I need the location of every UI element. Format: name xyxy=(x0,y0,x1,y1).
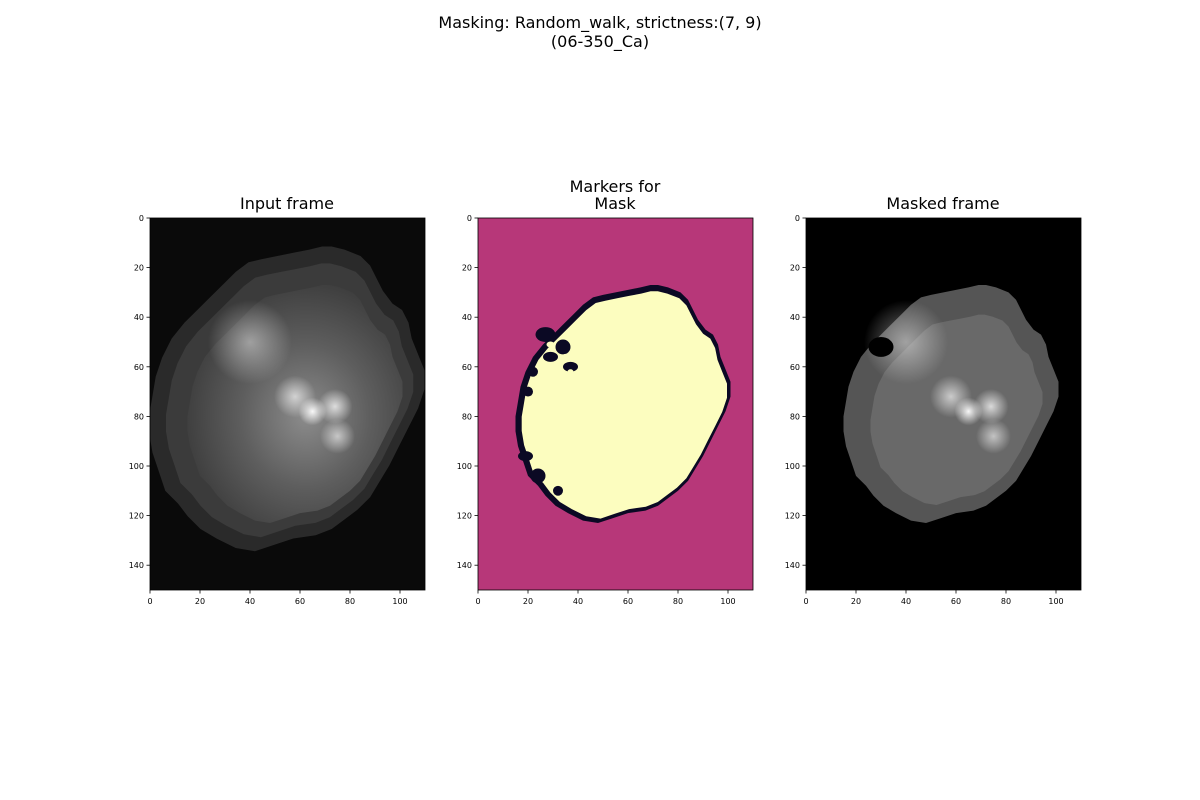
marker-boundary-speckle xyxy=(555,339,571,355)
axis-ticks-input: 0 20 40 60 80 100 0 20 40 60 80 100 120 140 xyxy=(129,214,408,606)
panel-title-markers-line-1: Markers for xyxy=(570,177,661,196)
marker-boundary-speckle xyxy=(563,361,578,372)
axes-frame-input xyxy=(149,217,426,591)
y-tick-label: 60 xyxy=(790,363,800,372)
panel-title-input-frame: Input frame xyxy=(240,194,334,213)
y-tick-label: 100 xyxy=(457,462,472,471)
x-tick-label: 80 xyxy=(673,597,683,606)
y-tick-label: 20 xyxy=(790,264,800,273)
x-tick-label: 60 xyxy=(951,597,961,606)
x-tick-label: 20 xyxy=(195,597,205,606)
y-tick-label: 80 xyxy=(790,412,800,421)
y-tick-label: 0 xyxy=(795,214,800,223)
marker-boundary-speckle xyxy=(528,366,538,377)
axes-frame-markers xyxy=(477,217,754,591)
axes-frame-masked xyxy=(805,217,1082,591)
x-tick-label: 40 xyxy=(901,597,911,606)
masked-notch xyxy=(868,337,894,357)
y-tick-label: 20 xyxy=(462,264,472,273)
panel-title-masked-frame: Masked frame xyxy=(886,194,999,213)
marker-foreground-speckle xyxy=(562,353,569,360)
x-tick-label: 60 xyxy=(295,597,305,606)
bright-spot xyxy=(274,375,316,418)
marker-boundary-speckle xyxy=(530,468,546,484)
marker-boundary-speckle xyxy=(523,386,533,397)
masked-bright-spot xyxy=(976,418,1011,454)
marker-foreground-region xyxy=(521,291,727,519)
y-tick-label: 120 xyxy=(457,512,472,521)
masked-bright-spot xyxy=(973,388,1009,424)
y-tick-label: 0 xyxy=(467,214,472,223)
y-tick-label: 60 xyxy=(462,363,472,372)
y-tick-label: 100 xyxy=(785,462,800,471)
x-tick-label: 0 xyxy=(803,597,808,606)
y-tick-label: 140 xyxy=(129,561,144,570)
x-tick-label: 20 xyxy=(523,597,533,606)
marker-boundary-speckle xyxy=(553,485,563,496)
panel-input-frame: Input frame 0 20 40 60 80 100 0 20 40 60 80 100 120 1… xyxy=(129,194,426,606)
x-tick-label: 0 xyxy=(475,597,480,606)
panel-masked-frame: Masked frame 0 20 40 60 80 100 0 20 40 60 80 100 120… xyxy=(785,194,1082,606)
marker-boundary-speckle xyxy=(518,451,533,462)
panel-markers: Markers for Mask 0 20 40 60 80 100 0 20 40 60 80 10… xyxy=(457,177,754,606)
figure-suptitle-line-2: (06-350_Ca) xyxy=(551,32,649,52)
x-tick-label: 100 xyxy=(720,597,735,606)
x-tick-label: 40 xyxy=(573,597,583,606)
y-tick-label: 140 xyxy=(785,561,800,570)
x-tick-label: 80 xyxy=(1001,597,1011,606)
x-tick-label: 60 xyxy=(623,597,633,606)
x-tick-label: 40 xyxy=(245,597,255,606)
axis-ticks-masked: 0 20 40 60 80 100 0 20 40 60 80 100 120 140 xyxy=(785,214,1064,606)
panel-title-markers-line-2: Mask xyxy=(594,194,636,213)
y-tick-label: 40 xyxy=(790,313,800,322)
bright-spot xyxy=(320,418,355,454)
masked-bright-spot xyxy=(930,375,972,418)
x-tick-label: 0 xyxy=(147,597,152,606)
x-tick-label: 80 xyxy=(345,597,355,606)
marker-foreground-speckle xyxy=(546,341,555,348)
x-tick-label: 20 xyxy=(851,597,861,606)
figure-suptitle-line-1: Masking: Random_walk, strictness:(7, 9) xyxy=(438,13,761,33)
marker-foreground-speckle xyxy=(567,369,574,375)
bright-spot xyxy=(208,300,292,384)
y-tick-label: 60 xyxy=(134,363,144,372)
axis-ticks-markers: 0 20 40 60 80 100 0 20 40 60 80 100 120 140 xyxy=(457,214,736,606)
x-tick-label: 100 xyxy=(392,597,407,606)
y-tick-label: 80 xyxy=(462,412,472,421)
y-tick-label: 40 xyxy=(134,313,144,322)
y-tick-label: 40 xyxy=(462,313,472,322)
y-tick-label: 20 xyxy=(134,264,144,273)
y-tick-label: 80 xyxy=(134,412,144,421)
masked-bright-spot xyxy=(864,300,948,384)
x-tick-label: 100 xyxy=(1048,597,1063,606)
y-tick-label: 100 xyxy=(129,462,144,471)
y-tick-label: 140 xyxy=(457,561,472,570)
marker-boundary-speckle xyxy=(543,351,558,362)
y-tick-label: 0 xyxy=(139,214,144,223)
y-tick-label: 120 xyxy=(129,512,144,521)
marker-boundary-speckle xyxy=(535,327,556,342)
y-tick-label: 120 xyxy=(785,512,800,521)
bright-spot xyxy=(317,388,353,424)
